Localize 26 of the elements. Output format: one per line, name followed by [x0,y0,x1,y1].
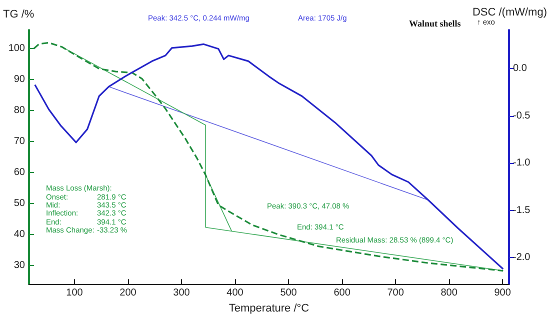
y2-tick-label: 0.0 [513,63,528,74]
y-tick-label: 50 [14,198,26,210]
y-tick-label: 80 [14,105,26,116]
x-tick-label: 800 [440,288,458,299]
x-tick-label: 100 [66,288,84,299]
y-tick-label: 90 [14,74,26,86]
y2-axis-title: DSC /(mW/mg) [472,6,547,18]
y-tick-label: 60 [14,167,26,178]
x-tick-label: 600 [334,288,351,299]
x-axis-title: Temperature /°C [228,302,310,314]
y2-tick-label: -2.0 [513,252,531,264]
x-tick-label: 400 [226,288,244,299]
chart-title: Walnut shells [409,18,462,28]
x-tick-label: 700 [387,288,404,299]
x-tick-label: 900 [494,288,512,299]
y-tick-label: 100 [8,43,26,54]
x-tick-label: 500 [280,288,298,299]
x-tick-label: 300 [173,288,190,299]
y-tick-label: 70 [14,136,26,148]
y-axis-title: TG /% [3,8,34,20]
y2-tick-label: -1.0 [513,158,531,169]
y2-tick-label: -1.5 [513,204,531,216]
x-tick-label: 200 [120,288,137,299]
y-tick-label: 30 [14,260,26,272]
y-tick-label: 40 [14,229,26,240]
y2-tick-label: -0.5 [513,110,531,122]
